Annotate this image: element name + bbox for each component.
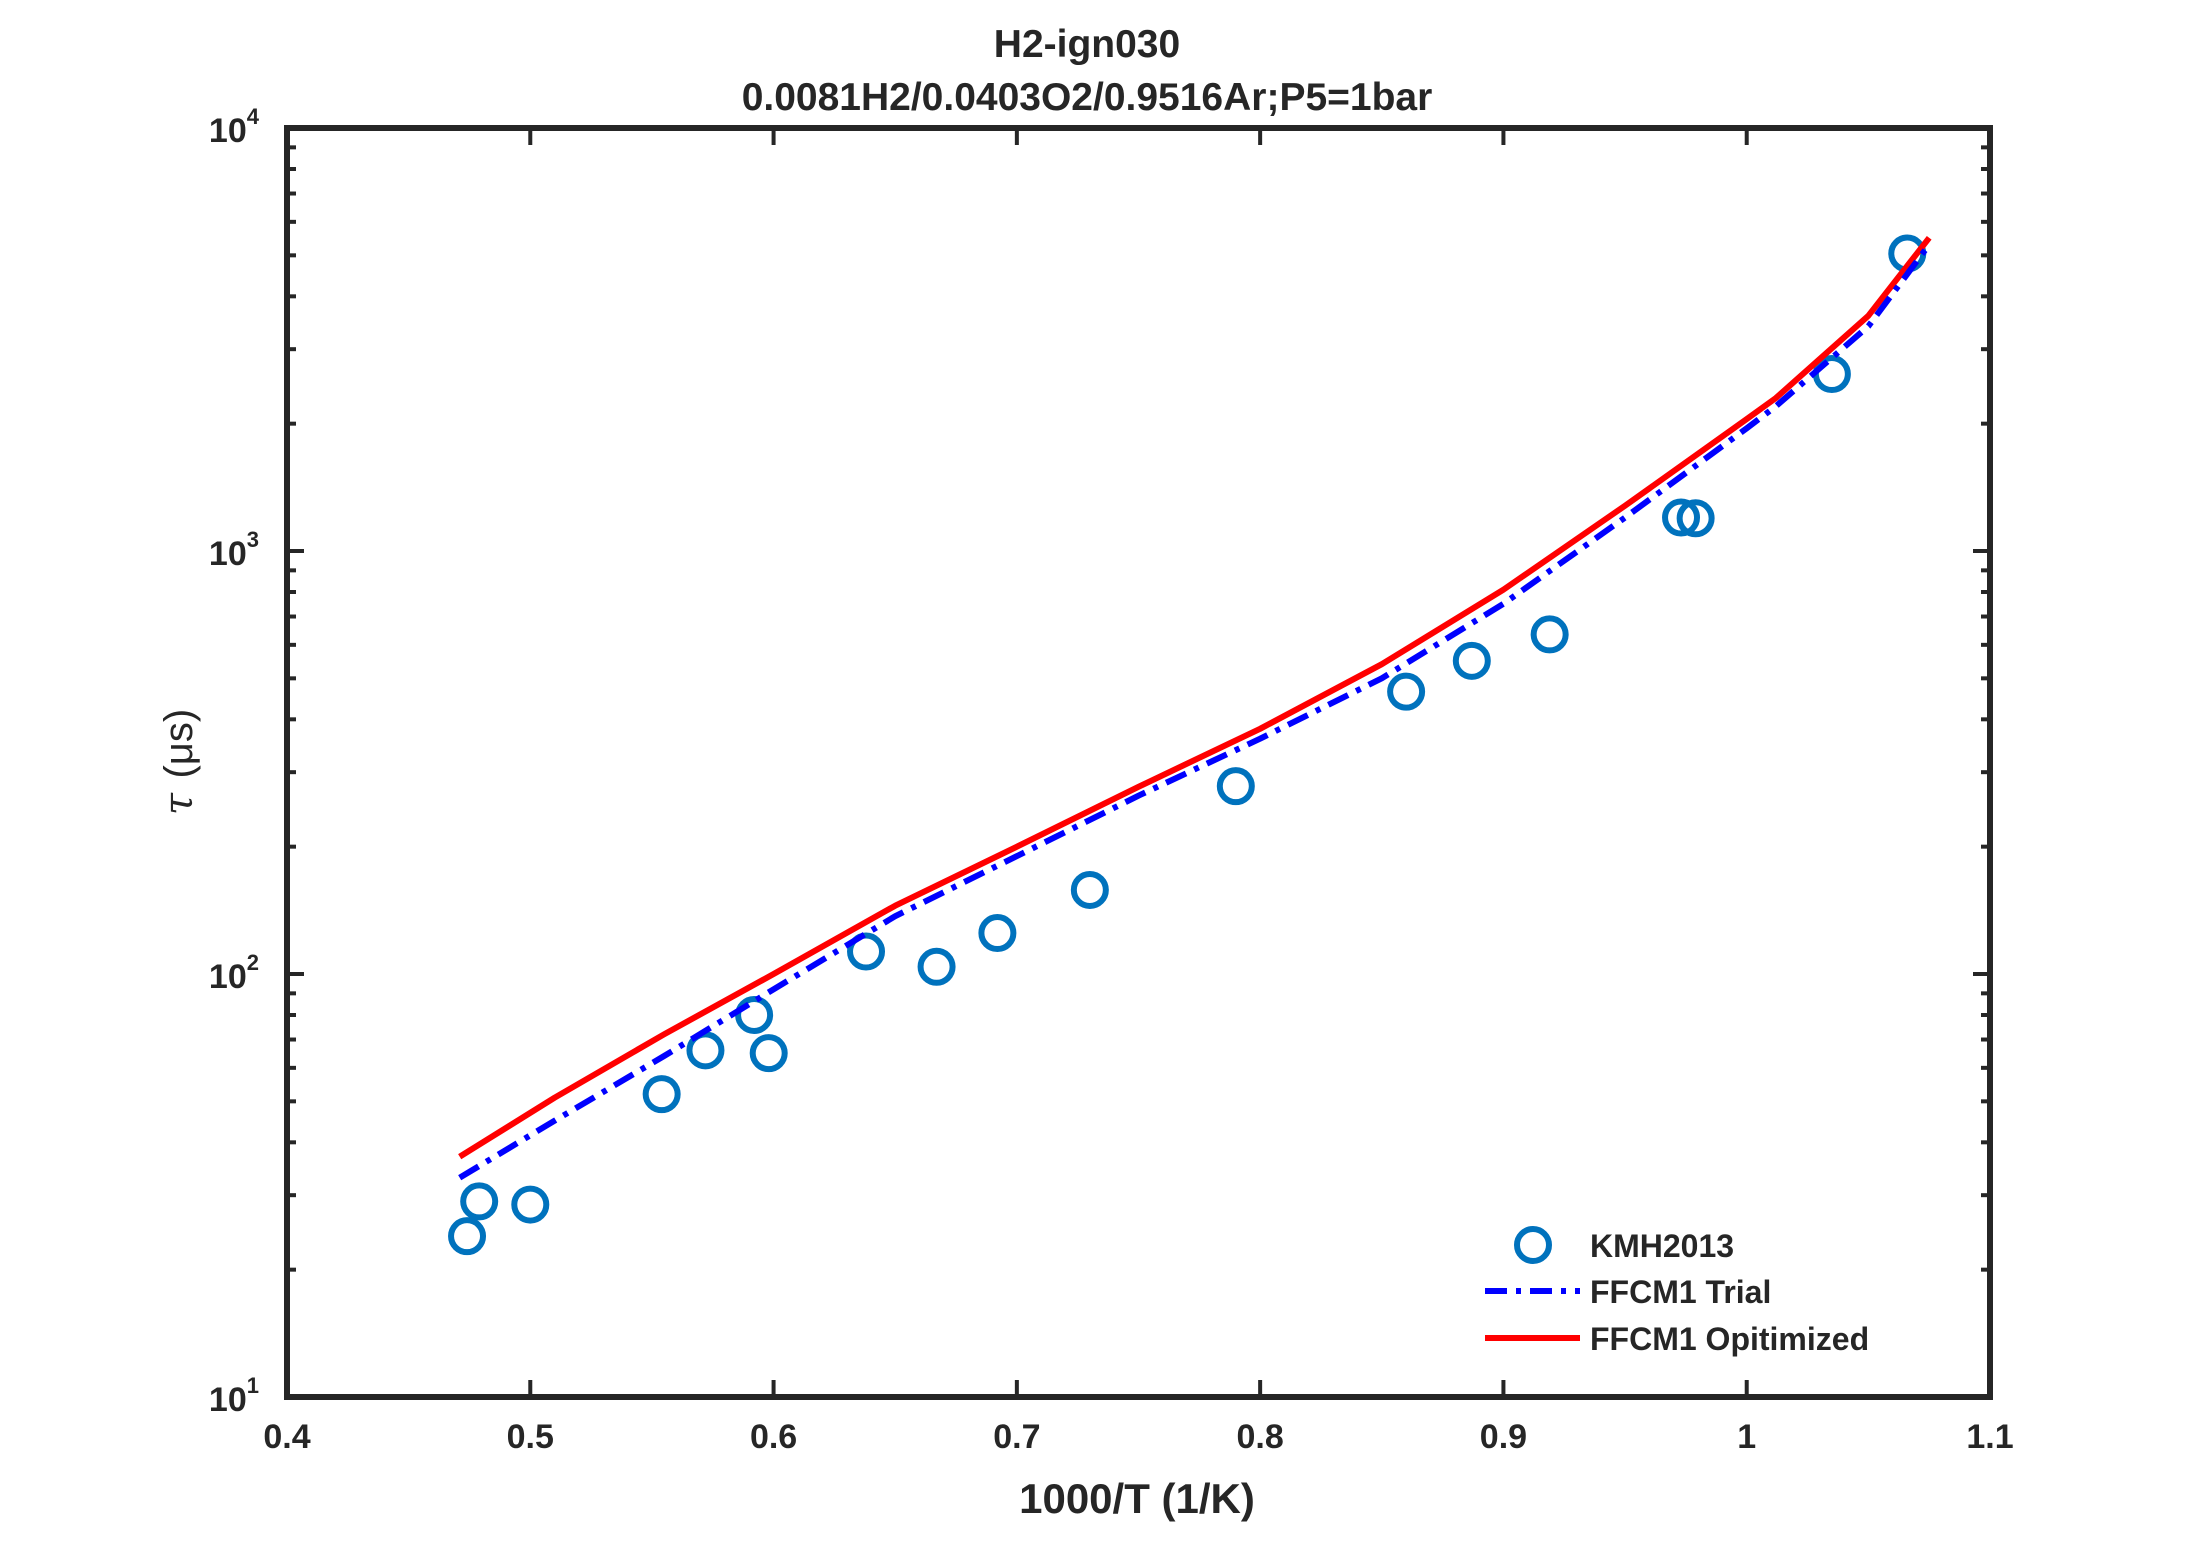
y-axis-symbol: τ [156,792,202,815]
x-tick-label: 0.6 [750,1418,797,1456]
x-tick-label: 1 [1737,1418,1756,1456]
data-point-kmh2013 [735,995,774,1034]
y-tick-label: 101 [209,1373,259,1419]
plot-frame [284,125,1993,1400]
data-point-kmh2013 [1530,615,1569,654]
data-point-kmh2013 [448,1217,487,1256]
data-point-kmh2013 [1452,641,1491,680]
legend-marker-kmh2013 [1514,1226,1552,1264]
data-point-kmh2013 [847,932,886,971]
data-point-kmh2013 [1387,672,1426,711]
data-point-kmh2013 [686,1031,725,1070]
data-point-kmh2013 [642,1075,681,1114]
x-tick-label: 0.4 [263,1418,310,1456]
data-point-kmh2013 [749,1034,788,1073]
series-line-ffcm1-opitimized [458,235,1932,1160]
series-layer [448,234,1932,1256]
data-point-kmh2013 [917,947,956,986]
data-point-kmh2013 [1070,870,1109,909]
x-tick-label: 1.1 [1966,1418,2013,1456]
data-point-kmh2013 [511,1185,550,1224]
x-tick-label: 0.9 [1480,1418,1527,1456]
ticks-layer: 0.4 0.5 0.6 0.7 0.8 0.9 1 1.1 101 102 103 104 [209,104,2014,1456]
y-tick-label: 103 [209,527,259,573]
x-axis-label: 1000/T (1/K) [1019,1475,1255,1522]
svg-text:τ (μs): τ (μs) [156,709,202,815]
y-tick-label: 104 [209,104,260,150]
chart-subtitle: 0.0081H2/0.0403O2/0.9516Ar;P5=1bar [742,76,1433,119]
legend: KMH2013 FFCM1 Trial FFCM1 Opitimized [1485,1226,1869,1357]
legend-label-ffcm1-trial: FFCM1 Trial [1590,1274,1771,1310]
y-axis-label: τ (μs) [156,709,202,815]
legend-label-ffcm1-optimized: FFCM1 Opitimized [1590,1321,1869,1357]
x-tick-label: 0.8 [1237,1418,1284,1456]
data-point-kmh2013 [978,914,1017,953]
data-point-kmh2013 [1216,767,1255,806]
x-tick-label: 0.5 [507,1418,554,1456]
y-tick-label: 102 [209,950,259,996]
series-line-ffcm1-trial [458,242,1932,1181]
data-point-kmh2013 [1662,498,1701,537]
x-tick-label: 0.7 [993,1418,1040,1456]
chart-title: H2-ign030 [994,23,1180,66]
data-point-kmh2013 [1676,499,1715,538]
data-point-kmh2013 [460,1182,499,1221]
y-axis-unit: (μs) [157,709,201,779]
plot-area [287,128,1990,1397]
legend-label-kmh2013: KMH2013 [1590,1228,1734,1264]
